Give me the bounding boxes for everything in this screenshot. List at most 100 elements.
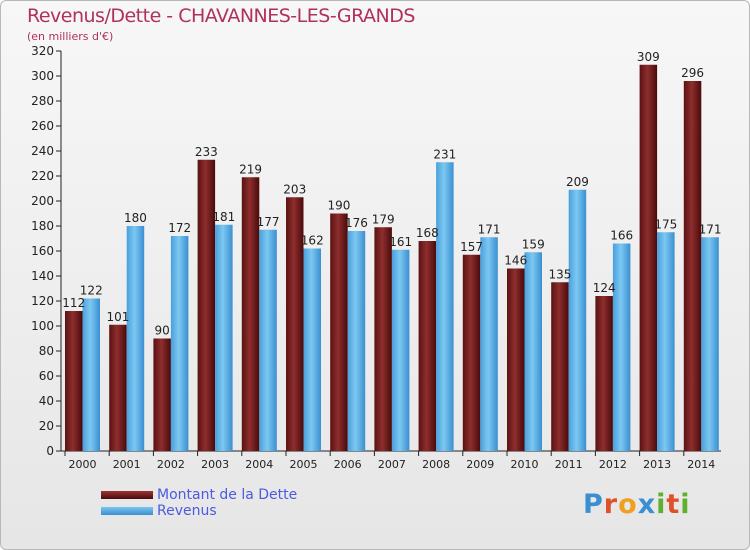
logo-letter: x xyxy=(637,489,657,520)
data-label-revenue: 209 xyxy=(566,175,589,189)
legend-item-debt: Montant de la Dette xyxy=(101,487,361,503)
bar-revenue xyxy=(347,231,366,451)
logo-letter: P xyxy=(583,489,604,520)
y-tick-label: 0 xyxy=(46,444,54,458)
chart-subtitle: (en milliers d'€) xyxy=(27,30,114,43)
bar-debt xyxy=(507,268,525,451)
bar-debt xyxy=(65,311,83,451)
data-label-debt: 296 xyxy=(681,66,704,80)
x-tick-label: 2006 xyxy=(334,458,362,471)
data-label-revenue: 181 xyxy=(212,210,235,224)
x-tick-label: 2003 xyxy=(201,458,229,471)
data-label-revenue: 175 xyxy=(654,217,677,231)
data-label-debt: 203 xyxy=(283,182,306,196)
logo-letter: i xyxy=(680,489,691,520)
y-tick-label: 240 xyxy=(31,144,54,158)
data-label-revenue: 159 xyxy=(522,237,545,251)
data-label-debt: 90 xyxy=(155,324,170,338)
data-label-revenue: 122 xyxy=(80,284,103,298)
y-tick-label: 220 xyxy=(31,169,54,183)
x-tick-label: 2011 xyxy=(555,458,583,471)
x-tick-label: 2004 xyxy=(245,458,273,471)
data-label-debt: 190 xyxy=(327,199,350,213)
bar-debt xyxy=(462,254,481,451)
bar-debt xyxy=(153,338,171,451)
bar-revenue xyxy=(82,298,100,451)
logo-letter: t xyxy=(666,489,681,520)
legend-label-revenue: Revenus xyxy=(157,503,217,519)
bar-debt xyxy=(551,282,569,451)
y-tick-label: 320 xyxy=(31,44,54,58)
data-label-revenue: 176 xyxy=(345,216,368,230)
x-tick-label: 2013 xyxy=(643,458,671,471)
y-tick-label: 60 xyxy=(39,369,54,383)
bar-revenue xyxy=(657,232,675,451)
logo-letter: r xyxy=(603,489,619,520)
bar-revenue xyxy=(701,237,719,451)
x-tick-label: 2008 xyxy=(422,458,450,471)
data-label-revenue: 231 xyxy=(433,147,456,161)
bar-debt xyxy=(109,324,127,451)
data-label-debt: 146 xyxy=(504,254,527,268)
data-label-revenue: 171 xyxy=(478,222,501,236)
y-tick-label: 280 xyxy=(31,94,54,108)
bar-debt xyxy=(595,296,613,451)
x-tick-label: 2012 xyxy=(599,458,627,471)
bar-revenue xyxy=(391,249,410,451)
data-label-debt: 233 xyxy=(195,145,218,159)
data-label-debt: 219 xyxy=(239,162,262,176)
data-label-debt: 157 xyxy=(460,240,483,254)
x-tick-label: 2009 xyxy=(466,458,494,471)
data-label-debt: 124 xyxy=(593,281,616,295)
y-tick-label: 260 xyxy=(31,119,54,133)
x-tick-label: 2014 xyxy=(687,458,715,471)
legend: Montant de la Dette Revenus xyxy=(101,487,361,519)
bar-debt xyxy=(374,227,392,451)
bar-revenue xyxy=(126,226,145,451)
data-label-debt: 101 xyxy=(106,310,129,324)
legend-item-revenue: Revenus xyxy=(101,503,361,519)
legend-label-debt: Montant de la Dette xyxy=(157,487,298,503)
bar-revenue xyxy=(170,236,189,451)
data-label-debt: 168 xyxy=(416,226,439,240)
x-tick-label: 2007 xyxy=(378,458,406,471)
chart-title: Revenus/Dette - CHAVANNES-LES-GRANDS xyxy=(27,5,415,27)
data-label-revenue: 172 xyxy=(168,221,191,235)
data-label-debt: 179 xyxy=(372,212,395,226)
y-tick-label: 160 xyxy=(31,244,54,258)
legend-swatch-revenue xyxy=(101,507,153,515)
data-label-revenue: 177 xyxy=(257,215,280,229)
bar-revenue xyxy=(303,248,321,451)
y-tick-label: 80 xyxy=(39,344,54,358)
x-tick-label: 2002 xyxy=(157,458,185,471)
y-tick-label: 120 xyxy=(31,294,54,308)
bar-revenue xyxy=(568,189,587,451)
bar-debt xyxy=(639,64,658,451)
bar-debt xyxy=(286,197,304,451)
x-tick-label: 2005 xyxy=(290,458,318,471)
y-tick-label: 20 xyxy=(39,419,54,433)
y-tick-label: 200 xyxy=(31,194,54,208)
data-label-revenue: 161 xyxy=(389,235,412,249)
bar-debt xyxy=(330,213,348,451)
data-label-revenue: 180 xyxy=(124,211,147,225)
data-label-debt: 309 xyxy=(637,50,660,64)
bar-debt xyxy=(241,177,260,451)
y-tick-label: 100 xyxy=(31,319,54,333)
bar-debt xyxy=(418,241,437,451)
x-tick-label: 2000 xyxy=(69,458,97,471)
x-tick-label: 2010 xyxy=(511,458,539,471)
y-tick-label: 300 xyxy=(31,69,54,83)
legend-swatch-debt xyxy=(101,491,153,499)
bar-debt xyxy=(197,159,216,451)
y-tick-label: 180 xyxy=(31,219,54,233)
data-label-debt: 135 xyxy=(548,267,571,281)
proxiti-logo: Proxiti xyxy=(583,489,691,520)
x-tick-label: 2001 xyxy=(113,458,141,471)
logo-letter: o xyxy=(618,489,638,520)
bar-revenue xyxy=(259,229,277,451)
bar-revenue xyxy=(436,162,454,451)
logo-letter: i xyxy=(656,489,667,520)
